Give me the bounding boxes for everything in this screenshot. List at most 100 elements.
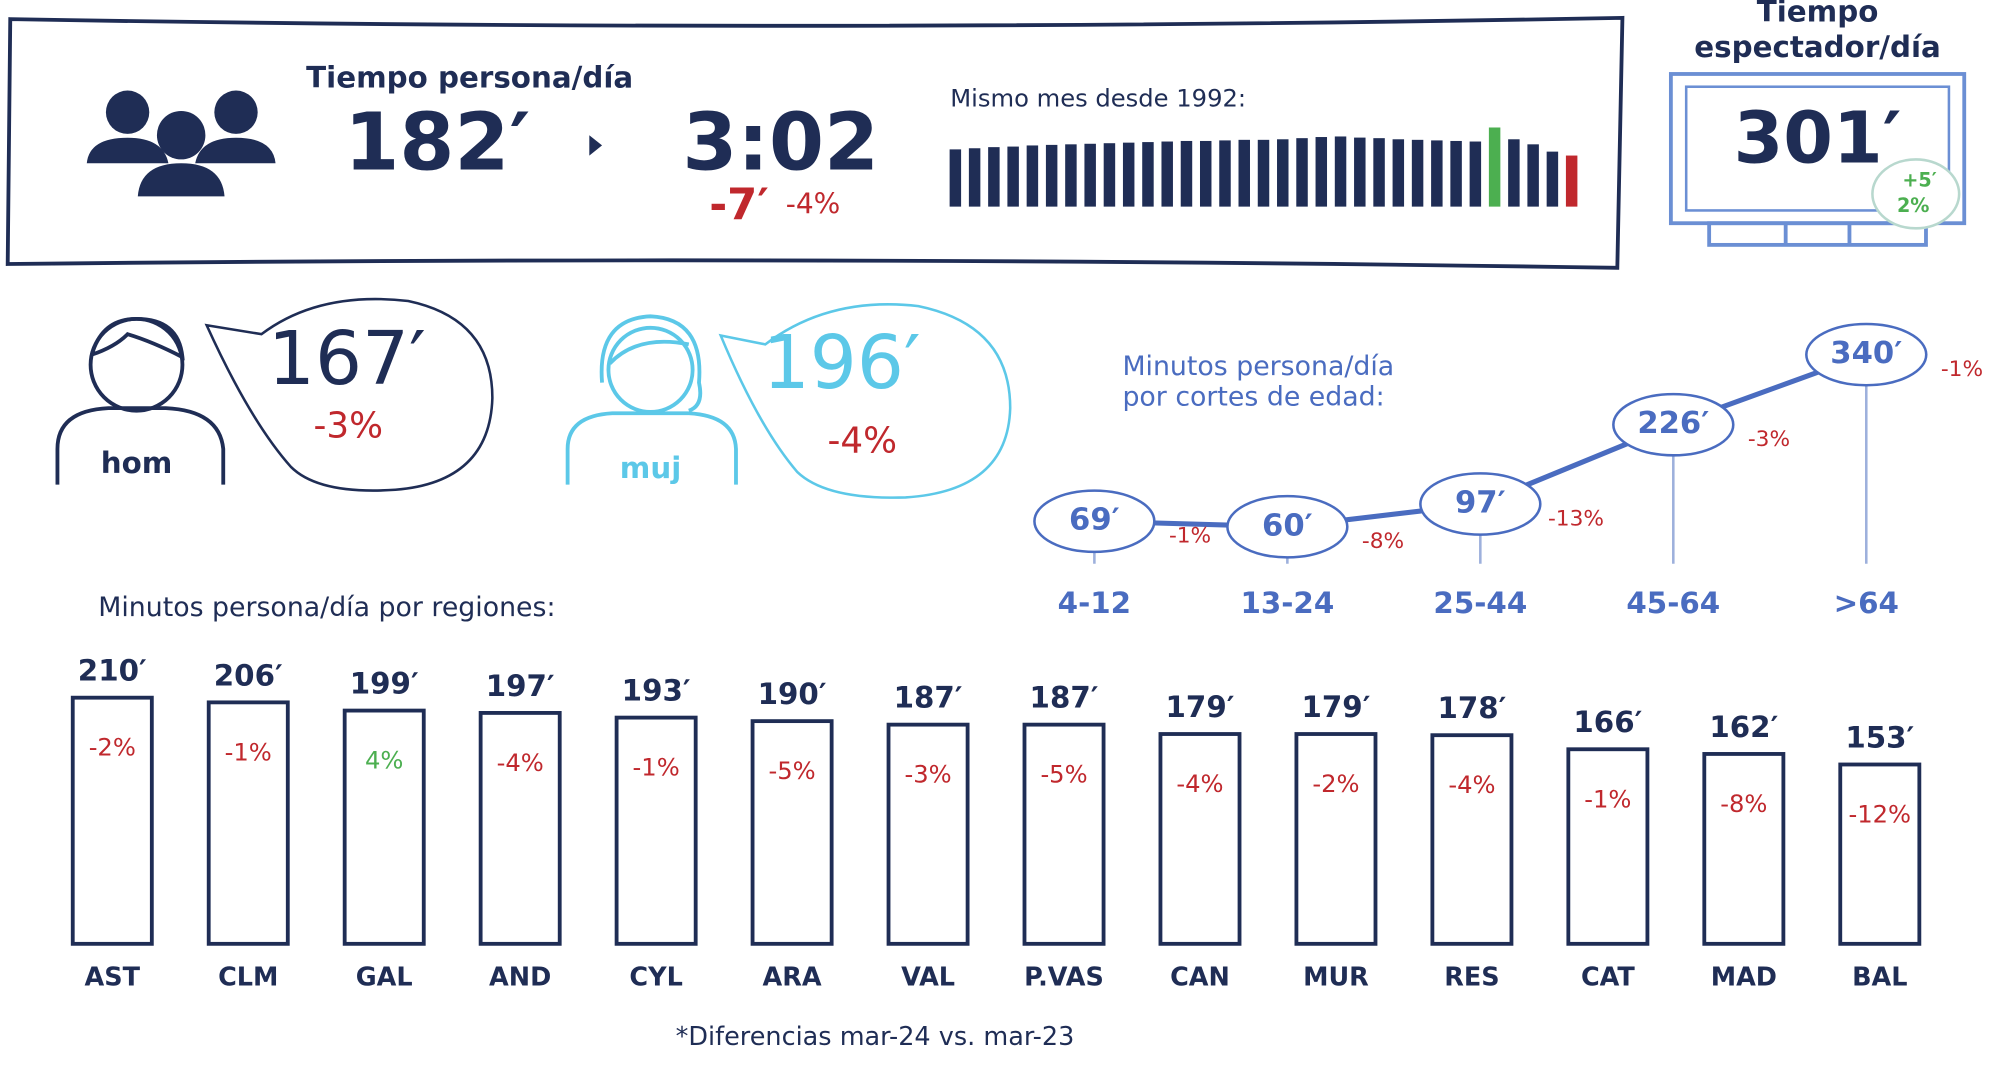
value-label: 193′: [622, 674, 691, 708]
header-minutes: 182′: [344, 96, 530, 188]
bar: [968, 148, 981, 207]
x-tick-label: ARA: [763, 962, 822, 992]
header-box: [5, 15, 1625, 270]
bar: [1373, 138, 1385, 207]
chart-title: Mismo mes desde 1992:: [950, 84, 1246, 112]
tv-value: 301′: [1734, 96, 1902, 179]
bar: [1158, 732, 1242, 946]
change-label: -1%: [225, 738, 272, 766]
tv-screen: [1684, 85, 1951, 212]
bar: [1430, 733, 1514, 946]
x-tick-label: AST: [85, 962, 141, 992]
chart-title: Minutos persona/día: [1122, 351, 1394, 382]
header-title: Tiempo persona/día: [306, 61, 633, 95]
value-label: 340′: [1830, 336, 1902, 371]
x-tick-label: CLM: [218, 962, 278, 992]
bar: [1084, 143, 1096, 207]
change-label: -2%: [89, 734, 136, 762]
value-label: 206′: [214, 658, 283, 692]
bar: [1180, 140, 1193, 207]
change-label: -4%: [1448, 771, 1495, 799]
point: [1805, 322, 1928, 387]
value-label: 179′: [1166, 690, 1235, 724]
value-label: 210′: [78, 654, 147, 688]
bar: [1565, 155, 1578, 207]
point: [1419, 472, 1542, 536]
bar: [1022, 722, 1106, 946]
bar: [1315, 137, 1328, 207]
bar: [1026, 145, 1039, 207]
value-label: 226′: [1637, 406, 1709, 441]
bar: [1469, 141, 1482, 207]
bar: [1122, 142, 1135, 207]
tv-diff-bubble: [1871, 158, 1961, 230]
point: [1226, 494, 1349, 559]
x-tick-label: P.VAS: [1024, 962, 1104, 992]
chart-title: por cortes de edad:: [1122, 381, 1384, 412]
bar: [1411, 139, 1424, 207]
change-label: -12%: [1849, 801, 1912, 829]
bar: [1354, 137, 1366, 207]
chart-title: Minutos persona/día por regiones:: [98, 592, 555, 623]
bar: [1065, 144, 1077, 207]
gender-label: muj: [620, 451, 682, 485]
x-tick-label: 13-24: [1240, 586, 1334, 620]
bar: [1488, 127, 1501, 207]
value-label: 187′: [894, 681, 963, 715]
bar: [70, 695, 154, 946]
change-label: 4%: [365, 747, 403, 775]
x-tick-label: 25-44: [1433, 586, 1527, 620]
tv-stand-divider: [1783, 223, 1852, 245]
value-label: 187′: [1030, 681, 1099, 715]
tv-stand: [1707, 221, 1928, 247]
change-label: -1%: [1584, 785, 1631, 813]
bar: [1199, 140, 1212, 207]
bar: [342, 708, 426, 946]
speech-bubble: [204, 297, 494, 492]
bar: [1277, 139, 1289, 207]
bar: [1838, 762, 1922, 946]
bar: [1257, 139, 1270, 207]
change-label: -4%: [1176, 770, 1223, 798]
value-label: 97′: [1455, 486, 1506, 521]
bar: [1508, 139, 1520, 207]
value-label: 166′: [1573, 705, 1642, 739]
bar: [1566, 747, 1650, 946]
x-tick-label: MUR: [1303, 962, 1369, 992]
bar: [478, 711, 562, 946]
x-tick-label: >64: [1834, 586, 1899, 620]
point: [1612, 392, 1735, 457]
bar: [1527, 144, 1539, 207]
x-tick-label: AND: [489, 962, 551, 992]
x-tick-label: CAN: [1170, 962, 1230, 992]
footnote: *Diferencias mar-24 vs. mar-23: [676, 1022, 1075, 1052]
tv-diff-min: +5′: [1902, 169, 1936, 192]
change-label: -1%: [633, 754, 680, 782]
x-tick-label: CAT: [1581, 962, 1635, 992]
x-tick-label: 45-64: [1626, 586, 1720, 620]
x-tick-label: GAL: [356, 962, 413, 992]
x-tick-label: 4-12: [1058, 586, 1131, 620]
speech-bubble: [718, 303, 1012, 499]
x-tick-label: BAL: [1852, 962, 1907, 992]
value-label: 190′: [758, 677, 827, 711]
change-label: -8%: [1720, 790, 1767, 818]
x-tick-label: CYL: [629, 962, 682, 992]
bar: [1045, 144, 1058, 207]
gender-pct: -4%: [827, 421, 897, 462]
value-label: 199′: [350, 667, 419, 701]
value-label: 178′: [1437, 691, 1506, 725]
people-icon: [86, 90, 276, 197]
point: [1033, 489, 1156, 554]
x-tick-label: MAD: [1711, 962, 1777, 992]
bar: [1219, 140, 1231, 207]
change-label: -3%: [1748, 427, 1790, 452]
bar: [1392, 139, 1405, 207]
change-label: -3%: [904, 761, 951, 789]
arrow: [589, 135, 603, 156]
bar: [1238, 139, 1250, 207]
tv-title: espectador/día: [1694, 30, 1941, 64]
change-label: -2%: [1312, 770, 1359, 798]
